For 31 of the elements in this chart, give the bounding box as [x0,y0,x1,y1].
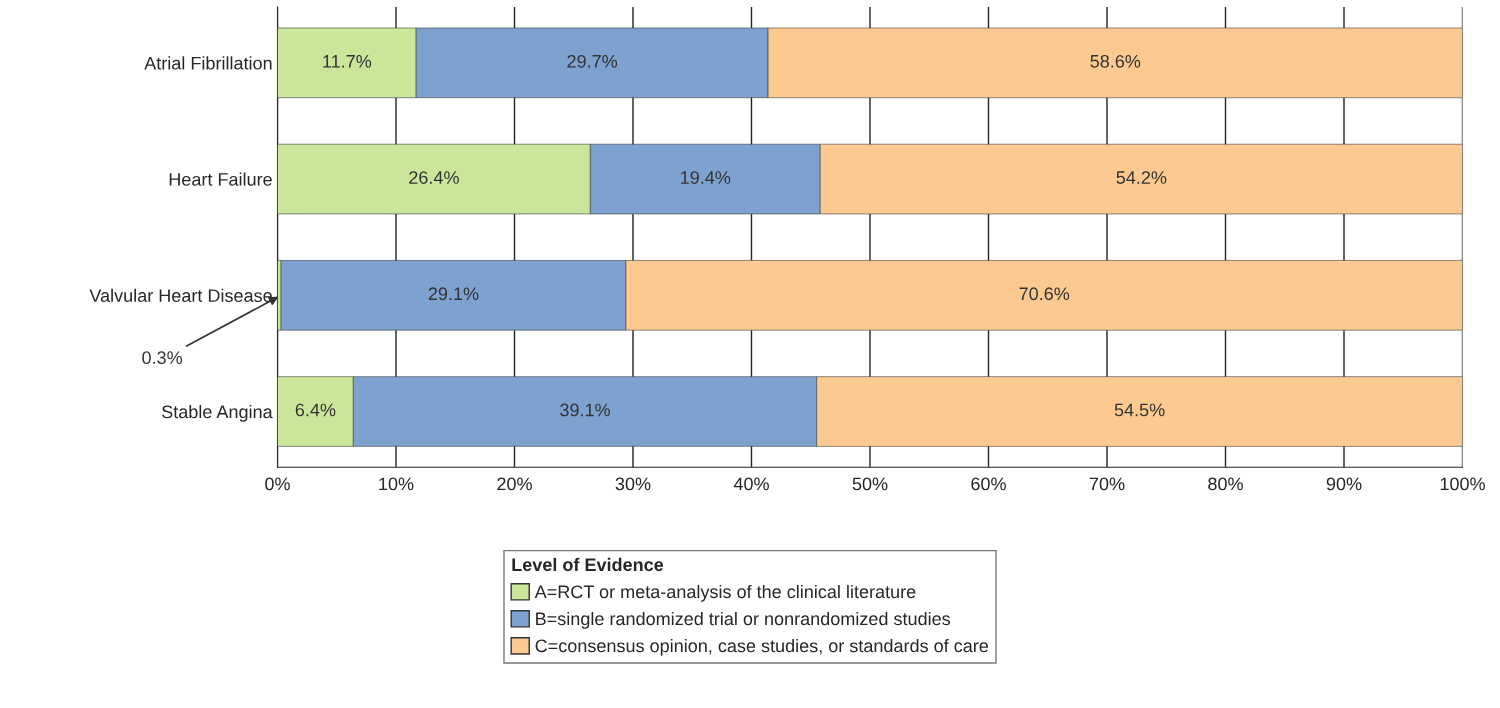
data-label: 58.6% [1090,54,1141,68]
x-tick-label: 60% [971,477,1006,491]
data-label: 6.4% [295,403,336,417]
data-label: 26.4% [409,171,459,184]
x-tick-label: 70% [1089,477,1125,491]
data-label: 39.1% [560,403,610,417]
data-label: 11.7% [323,55,372,68]
data-label: 29.7% [567,54,618,68]
x-tick-label: 50% [852,477,888,491]
legend-title: Level of Evidence [512,557,664,572]
x-tick-label: 20% [497,477,532,491]
data-label: 54.5% [1114,403,1165,417]
data-label: 70.6% [1019,287,1070,301]
legend-label: C=consensus opinion, case studies, or standards of care [535,638,989,656]
x-tick-label: 90% [1326,477,1362,491]
y-tick-label: Heart Failure [169,172,272,186]
y-tick-label: Valvular Heart Disease [89,288,272,303]
y-tick-label: Atrial Fibrillation [144,56,272,70]
x-tick-label: 80% [1208,477,1243,491]
legend-label: A=RCT or meta-analysis of the clinical literature [534,584,916,602]
x-tick-label: 100% [1440,477,1485,491]
legend-label: B=single randomized trial or nonrandomized studies [536,611,951,629]
x-tick-label: 30% [615,477,651,491]
x-tick-label: 40% [733,477,769,491]
x-tick-label: 10% [379,477,414,491]
data-label: 19.4% [681,171,731,184]
data-label: 54.2% [1116,171,1167,184]
y-tick-label: Stable Angina [162,404,273,422]
annotation: 0.3% [142,351,183,365]
x-tick-label: 0% [265,477,290,491]
data-label: 29.1% [428,287,479,301]
